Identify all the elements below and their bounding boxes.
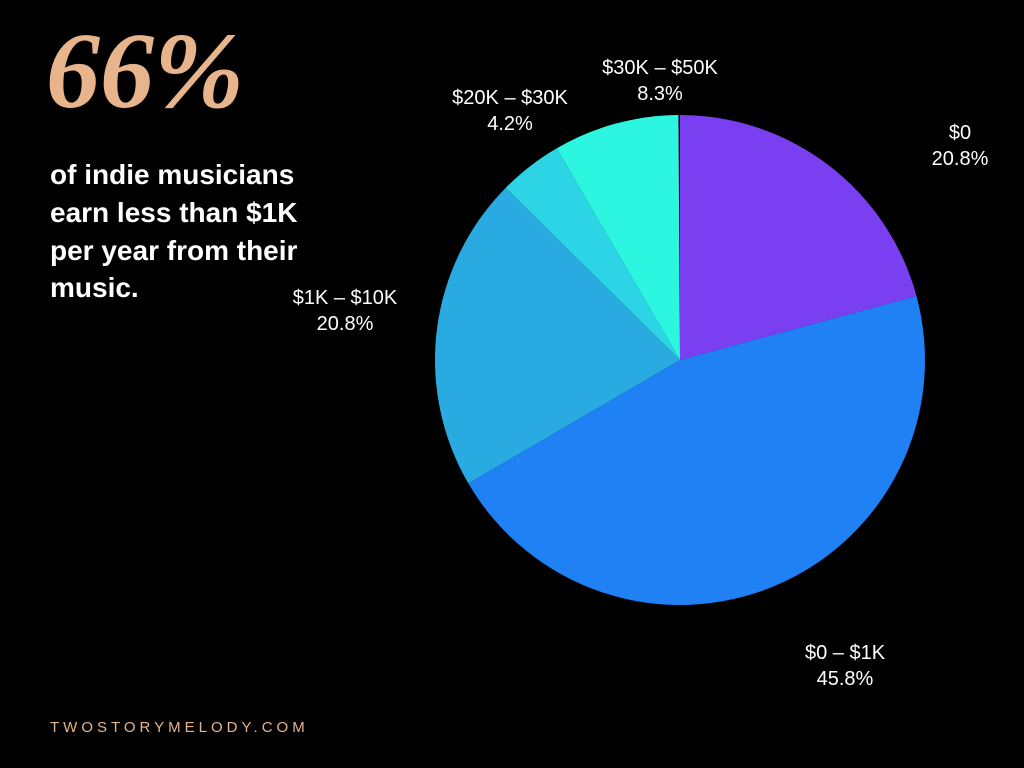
slice-percent: 45.8%	[805, 666, 885, 692]
source-footer: TWOSTORYMELODY.COM	[50, 719, 309, 736]
slice-name: $30K – $50K	[602, 55, 718, 81]
slice-name: $20K – $30K	[452, 85, 568, 111]
slice-name: $1K – $10K	[293, 285, 398, 311]
earnings-pie-chart	[435, 115, 925, 605]
headline-caption: of indie musicians earn less than $1K pe…	[50, 156, 310, 307]
slice-percent: 20.8%	[293, 311, 398, 337]
pie-slice-label: $1K – $10K20.8%	[293, 285, 398, 337]
headline-percent: 66%	[46, 18, 244, 126]
slice-name: $0	[932, 120, 989, 146]
pie-slice-label: $020.8%	[932, 120, 989, 172]
pie-svg	[435, 115, 925, 605]
slice-name: $0 – $1K	[805, 640, 885, 666]
slice-percent: 20.8%	[932, 146, 989, 172]
pie-slice-label: $0 – $1K45.8%	[805, 640, 885, 692]
pie-slice-label: $30K – $50K8.3%	[602, 55, 718, 107]
slice-percent: 4.2%	[452, 111, 568, 137]
slice-percent: 8.3%	[602, 81, 718, 107]
pie-slice-label: $20K – $30K4.2%	[452, 85, 568, 137]
